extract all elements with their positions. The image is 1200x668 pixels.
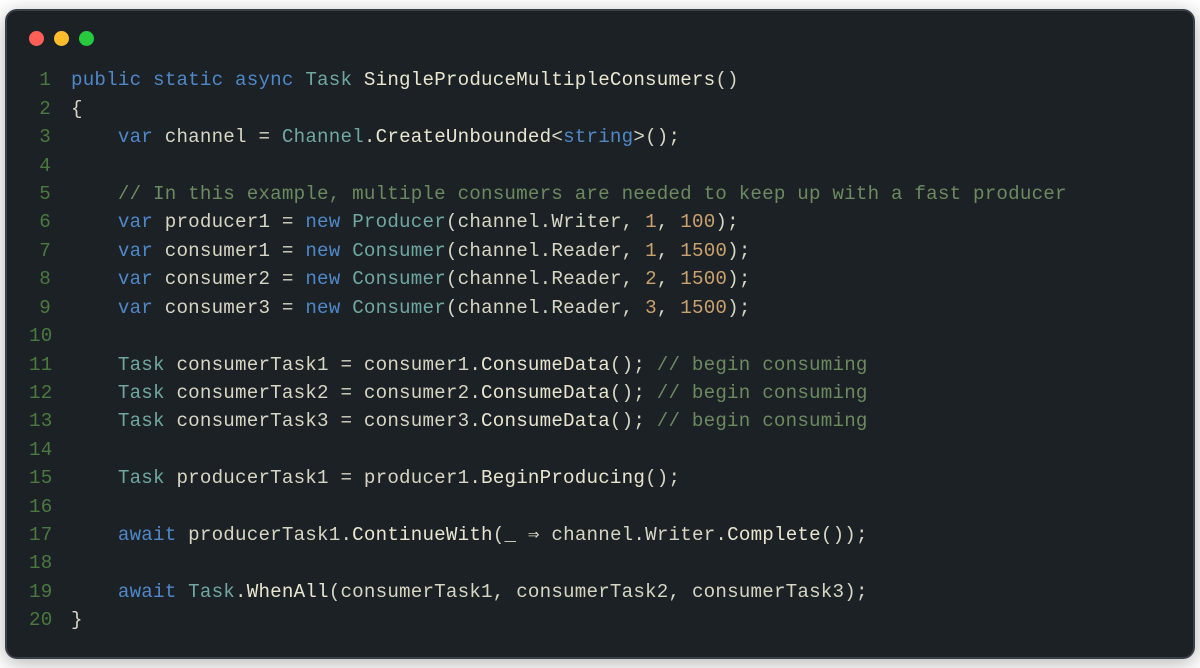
code-line: 13 Task consumerTask3 = consumer3.Consum… bbox=[29, 407, 1171, 435]
maximize-icon[interactable] bbox=[79, 31, 94, 46]
code-line: 1public static async Task SingleProduceM… bbox=[29, 66, 1171, 94]
line-number: 3 bbox=[29, 123, 71, 151]
line-content: await Task.WhenAll(consumerTask1, consum… bbox=[71, 578, 1171, 606]
line-number: 5 bbox=[29, 180, 71, 208]
line-number: 1 bbox=[29, 66, 71, 94]
code-line: 12 Task consumerTask2 = consumer2.Consum… bbox=[29, 379, 1171, 407]
line-content bbox=[71, 493, 1171, 521]
line-number: 20 bbox=[29, 606, 71, 634]
line-number: 7 bbox=[29, 237, 71, 265]
code-line: 6 var producer1 = new Producer(channel.W… bbox=[29, 208, 1171, 236]
code-line: 9 var consumer3 = new Consumer(channel.R… bbox=[29, 294, 1171, 322]
line-number: 18 bbox=[29, 549, 71, 577]
code-line: 20} bbox=[29, 606, 1171, 634]
line-number: 11 bbox=[29, 351, 71, 379]
code-line: 18 bbox=[29, 549, 1171, 577]
window-titlebar bbox=[29, 31, 1171, 46]
line-number: 9 bbox=[29, 294, 71, 322]
line-number: 12 bbox=[29, 379, 71, 407]
code-line: 16 bbox=[29, 493, 1171, 521]
line-number: 14 bbox=[29, 436, 71, 464]
line-content bbox=[71, 152, 1171, 180]
line-content: var producer1 = new Producer(channel.Wri… bbox=[71, 208, 1171, 236]
line-number: 10 bbox=[29, 322, 71, 350]
line-content: Task consumerTask1 = consumer1.ConsumeDa… bbox=[71, 351, 1171, 379]
line-content bbox=[71, 322, 1171, 350]
close-icon[interactable] bbox=[29, 31, 44, 46]
code-line: 19 await Task.WhenAll(consumerTask1, con… bbox=[29, 578, 1171, 606]
code-line: 14 bbox=[29, 436, 1171, 464]
line-content: Task consumerTask2 = consumer2.ConsumeDa… bbox=[71, 379, 1171, 407]
code-line: 2{ bbox=[29, 95, 1171, 123]
line-content: { bbox=[71, 95, 1171, 123]
code-line: 17 await producerTask1.ContinueWith(_ ⇒ … bbox=[29, 521, 1171, 549]
line-content: var consumer2 = new Consumer(channel.Rea… bbox=[71, 265, 1171, 293]
code-line: 5 // In this example, multiple consumers… bbox=[29, 180, 1171, 208]
line-number: 15 bbox=[29, 464, 71, 492]
line-number: 13 bbox=[29, 407, 71, 435]
line-number: 16 bbox=[29, 493, 71, 521]
code-editor[interactable]: 1public static async Task SingleProduceM… bbox=[29, 66, 1171, 634]
line-number: 6 bbox=[29, 208, 71, 236]
line-content: var consumer3 = new Consumer(channel.Rea… bbox=[71, 294, 1171, 322]
code-window: 1public static async Task SingleProduceM… bbox=[5, 9, 1195, 658]
line-number: 19 bbox=[29, 578, 71, 606]
line-content: public static async Task SingleProduceMu… bbox=[71, 66, 1171, 94]
code-line: 7 var consumer1 = new Consumer(channel.R… bbox=[29, 237, 1171, 265]
line-content: Task consumerTask3 = consumer3.ConsumeDa… bbox=[71, 407, 1171, 435]
line-content bbox=[71, 436, 1171, 464]
line-content bbox=[71, 549, 1171, 577]
code-line: 4 bbox=[29, 152, 1171, 180]
code-line: 8 var consumer2 = new Consumer(channel.R… bbox=[29, 265, 1171, 293]
line-number: 4 bbox=[29, 152, 71, 180]
line-number: 8 bbox=[29, 265, 71, 293]
code-line: 11 Task consumerTask1 = consumer1.Consum… bbox=[29, 351, 1171, 379]
line-number: 17 bbox=[29, 521, 71, 549]
line-content: var consumer1 = new Consumer(channel.Rea… bbox=[71, 237, 1171, 265]
line-content: Task producerTask1 = producer1.BeginProd… bbox=[71, 464, 1171, 492]
line-content: var channel = Channel.CreateUnbounded<st… bbox=[71, 123, 1171, 151]
line-content: await producerTask1.ContinueWith(_ ⇒ cha… bbox=[71, 521, 1171, 549]
code-line: 10 bbox=[29, 322, 1171, 350]
minimize-icon[interactable] bbox=[54, 31, 69, 46]
line-content: } bbox=[71, 606, 1171, 634]
code-line: 3 var channel = Channel.CreateUnbounded<… bbox=[29, 123, 1171, 151]
line-content: // In this example, multiple consumers a… bbox=[71, 180, 1171, 208]
code-line: 15 Task producerTask1 = producer1.BeginP… bbox=[29, 464, 1171, 492]
line-number: 2 bbox=[29, 95, 71, 123]
